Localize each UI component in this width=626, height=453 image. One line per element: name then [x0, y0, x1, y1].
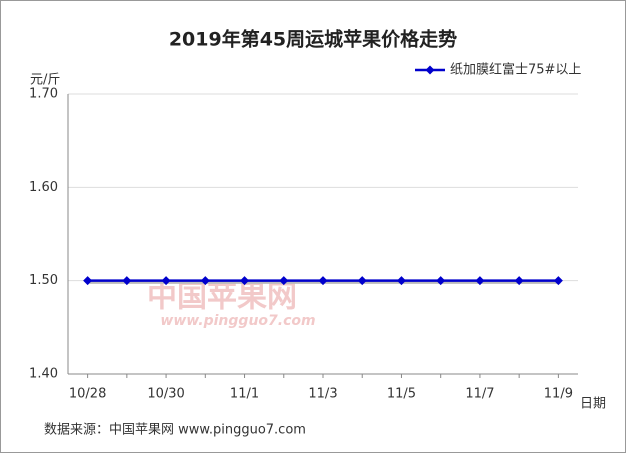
x-tick-label: 11/7	[465, 387, 494, 402]
point-marker	[396, 276, 406, 286]
x-tick-label: 11/9	[544, 387, 573, 402]
legend-marker	[425, 65, 435, 75]
point-marker	[83, 276, 93, 286]
x-tick-label: 10/30	[147, 387, 184, 402]
point-marker	[475, 276, 485, 286]
y-tick-label: 1.40	[29, 367, 58, 382]
chart-title: 2019年第45周运城苹果价格走势	[169, 28, 457, 51]
point-marker	[514, 276, 524, 286]
x-tick-label: 11/5	[387, 387, 416, 402]
y-tick-label: 1.70	[29, 87, 58, 102]
x-tick-label: 11/3	[308, 387, 337, 402]
point-marker	[200, 276, 210, 286]
point-marker	[553, 276, 563, 286]
point-marker	[122, 276, 132, 286]
point-marker	[436, 276, 446, 286]
point-marker	[161, 276, 171, 286]
point-marker	[240, 276, 250, 286]
y-tick-label: 1.50	[29, 273, 58, 288]
point-marker	[279, 276, 289, 286]
watermark: 中国苹果网	[147, 280, 297, 315]
point-marker	[318, 276, 328, 286]
watermark-url: www.pingguo7.com	[160, 313, 315, 329]
x-tick-label: 10/28	[69, 387, 106, 402]
y-tick-label: 1.60	[29, 180, 58, 195]
x-axis-label: 日期	[580, 397, 606, 412]
source-note: 数据来源：中国苹果网 www.pingguo7.com	[44, 423, 306, 438]
legend-label: 纸加膜红富士75#以上	[450, 62, 581, 78]
x-tick-label: 11/1	[230, 387, 259, 402]
point-marker	[357, 276, 367, 286]
y-axis-label: 元/斤	[30, 73, 60, 88]
